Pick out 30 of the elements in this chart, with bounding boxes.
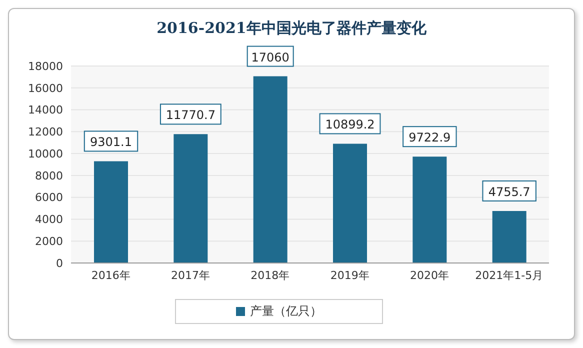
x-tick-label: 2021年1-5月: [475, 268, 544, 282]
y-tick-label: 12000: [28, 126, 63, 139]
x-tick-label: 2016年: [91, 268, 130, 282]
data-label: 9301.1: [90, 135, 132, 150]
y-tick-label: 14000: [28, 104, 63, 117]
bar: [94, 161, 128, 263]
y-tick-label: 0: [56, 256, 63, 270]
y-tick-label: 10000: [28, 147, 63, 160]
data-label: 11770.7: [166, 108, 216, 122]
x-tick-label: 2020年: [410, 268, 449, 282]
bar: [253, 76, 288, 263]
bar: [333, 144, 367, 263]
y-tick-label: 4000: [35, 213, 63, 226]
y-tick-label: 18000: [28, 60, 63, 73]
x-tick-label: 2017年: [171, 268, 210, 282]
x-tick-label: 2018年: [250, 268, 290, 282]
y-tick-label: 2000: [35, 235, 63, 248]
legend-label: 产量（亿只）: [249, 303, 322, 320]
data-label: 9722.9: [408, 130, 451, 145]
bar: [174, 134, 208, 263]
data-label: 17060: [251, 50, 290, 64]
y-tick-label: 8000: [35, 169, 63, 182]
y-tick-label: 6000: [35, 191, 63, 204]
y-tick-label: 16000: [28, 82, 63, 95]
x-tick-label: 2019年: [330, 268, 370, 282]
bar: [492, 210, 526, 263]
chart-title: 2016-2021年中国光电了器件产量变化: [156, 19, 428, 38]
data-label: 10899.2: [325, 118, 375, 132]
data-label: 4755.7: [488, 184, 530, 199]
bar: [412, 156, 447, 263]
